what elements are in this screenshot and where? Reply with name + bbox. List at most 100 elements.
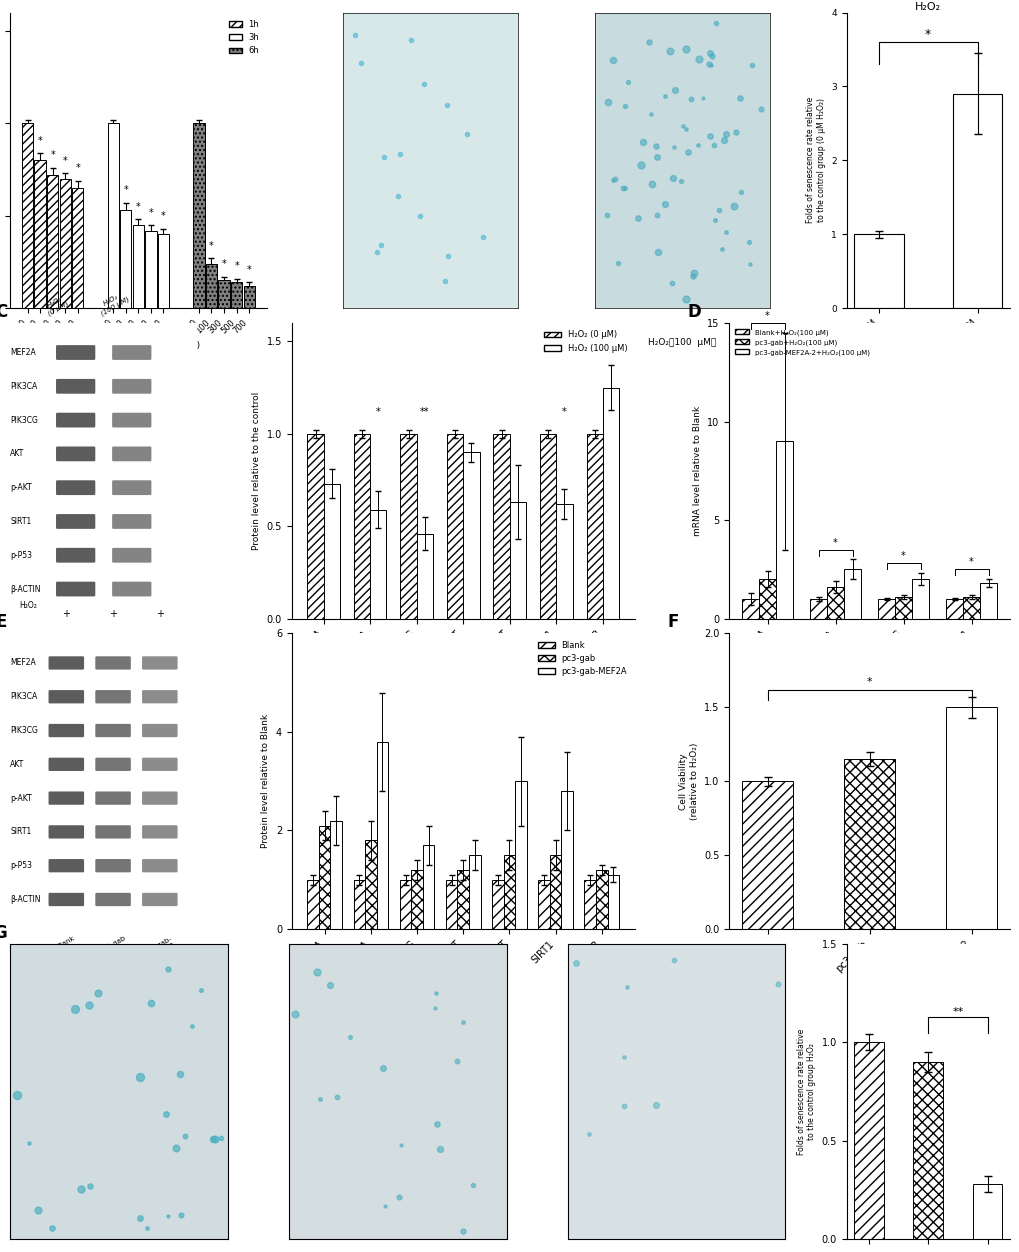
Text: p-P53: p-P53 (10, 861, 33, 870)
FancyBboxPatch shape (112, 413, 151, 427)
Bar (370, 510, 386, 618)
Text: *: * (561, 407, 567, 417)
Bar (319, 825, 330, 929)
Title: H₂O₂: H₂O₂ (914, 1, 941, 11)
Legend: Blank+H₂O₂(100 μM), pc3-gab+H₂O₂(100 μM), pc3-gab-MEF2A-2+H₂O₂(100 μM): Blank+H₂O₂(100 μM), pc3-gab+H₂O₂(100 μM)… (732, 327, 872, 358)
Text: *: * (123, 185, 128, 195)
Text: *: * (63, 156, 67, 165)
Bar (843, 570, 860, 618)
Bar (445, 880, 457, 929)
X-axis label: Concentration of H₂O₂ (μM): Concentration of H₂O₂ (μM) (76, 341, 200, 351)
Bar (775, 441, 792, 618)
Bar (539, 434, 555, 618)
Bar (463, 452, 479, 618)
FancyBboxPatch shape (142, 724, 177, 737)
Bar (602, 388, 619, 618)
FancyBboxPatch shape (95, 825, 130, 839)
Bar (158, 234, 169, 308)
Text: *: * (209, 240, 214, 250)
Text: *: * (149, 208, 153, 218)
Bar (230, 282, 243, 308)
Text: AKT: AKT (10, 449, 24, 458)
Text: PIK3CG: PIK3CG (10, 726, 38, 735)
Bar (538, 880, 549, 929)
Text: H₂O₂（0  μM）: H₂O₂（0 μM） (403, 338, 459, 347)
FancyBboxPatch shape (95, 724, 130, 737)
Bar (809, 598, 826, 618)
Bar (912, 1062, 943, 1239)
Text: p-P53: p-P53 (10, 551, 33, 560)
FancyBboxPatch shape (49, 757, 84, 771)
Legend: Blank, pc3-gab, pc3-gab-MEF2A: Blank, pc3-gab, pc3-gab-MEF2A (534, 637, 630, 680)
Text: SIRT1: SIRT1 (10, 828, 32, 836)
FancyBboxPatch shape (49, 825, 84, 839)
Text: D: D (687, 303, 700, 321)
Bar (411, 870, 423, 929)
FancyBboxPatch shape (112, 515, 151, 528)
Bar (365, 840, 376, 929)
Bar (120, 210, 131, 308)
Text: H₂O₂
(100 μM): H₂O₂ (100 μM) (96, 289, 130, 317)
FancyBboxPatch shape (56, 346, 95, 359)
FancyBboxPatch shape (112, 582, 151, 596)
Text: PIK3CG: PIK3CG (10, 416, 38, 424)
Bar (330, 820, 341, 929)
Bar (399, 880, 411, 929)
Text: β-ACTIN: β-ACTIN (10, 585, 41, 593)
Text: *: * (161, 212, 166, 222)
Text: **: ** (952, 1007, 963, 1017)
FancyBboxPatch shape (95, 859, 130, 873)
Text: Blank: Blank (56, 935, 76, 950)
Bar (979, 583, 996, 618)
Bar (741, 598, 758, 618)
FancyBboxPatch shape (142, 893, 177, 906)
Text: *: * (924, 29, 930, 41)
Text: p-AKT: p-AKT (10, 794, 32, 803)
Bar (586, 434, 602, 618)
Bar (549, 855, 560, 929)
Text: *: * (376, 407, 380, 417)
Bar (145, 230, 157, 308)
FancyBboxPatch shape (56, 481, 95, 495)
Bar (877, 598, 894, 618)
FancyBboxPatch shape (56, 447, 95, 461)
Text: *: * (833, 537, 837, 547)
Text: AKT: AKT (10, 760, 24, 769)
Text: *: * (247, 265, 252, 275)
FancyBboxPatch shape (95, 893, 130, 906)
Text: *: * (50, 150, 55, 160)
Text: B: B (329, 0, 341, 1)
FancyBboxPatch shape (49, 893, 84, 906)
FancyBboxPatch shape (142, 690, 177, 704)
Text: *: * (866, 677, 871, 687)
Bar (894, 597, 911, 618)
Bar (244, 285, 255, 308)
FancyBboxPatch shape (56, 413, 95, 427)
Text: C: C (0, 303, 7, 321)
Bar (555, 505, 572, 618)
Bar (218, 280, 229, 308)
Text: β-ACTIN: β-ACTIN (10, 895, 41, 904)
Y-axis label: mRNA level relative to Blank: mRNA level relative to Blank (692, 406, 701, 536)
Bar (493, 434, 510, 618)
Bar (35, 160, 46, 308)
Text: MEF2A: MEF2A (10, 659, 36, 667)
Legend: H₂O₂ (0 μM), H₂O₂ (100 μM): H₂O₂ (0 μM), H₂O₂ (100 μM) (540, 327, 630, 356)
Text: H₂O₂: H₂O₂ (19, 601, 38, 610)
Y-axis label: Protein level relative to the control: Protein level relative to the control (252, 392, 261, 550)
Bar (826, 587, 843, 618)
Bar (206, 264, 217, 308)
Bar (843, 759, 894, 929)
FancyBboxPatch shape (112, 447, 151, 461)
Bar (457, 870, 469, 929)
Legend: 1h, 3h, 6h: 1h, 3h, 6h (225, 16, 262, 59)
FancyBboxPatch shape (56, 379, 95, 393)
Bar (59, 179, 70, 308)
Bar (945, 598, 962, 618)
FancyBboxPatch shape (95, 656, 130, 670)
Text: pc3-gab: pc3-gab (99, 935, 126, 954)
FancyBboxPatch shape (49, 724, 84, 737)
Text: *: * (221, 259, 226, 269)
FancyBboxPatch shape (142, 656, 177, 670)
Text: PIK3CA: PIK3CA (10, 692, 38, 701)
